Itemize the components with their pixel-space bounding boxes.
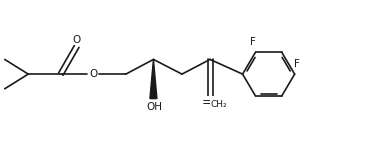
- Text: O: O: [73, 35, 81, 45]
- Text: OH: OH: [147, 102, 162, 112]
- Text: F: F: [294, 59, 300, 69]
- Text: O: O: [89, 69, 98, 79]
- Text: CH₂: CH₂: [210, 100, 227, 109]
- Text: F: F: [250, 37, 256, 47]
- Polygon shape: [150, 59, 157, 99]
- Text: =: =: [202, 97, 213, 109]
